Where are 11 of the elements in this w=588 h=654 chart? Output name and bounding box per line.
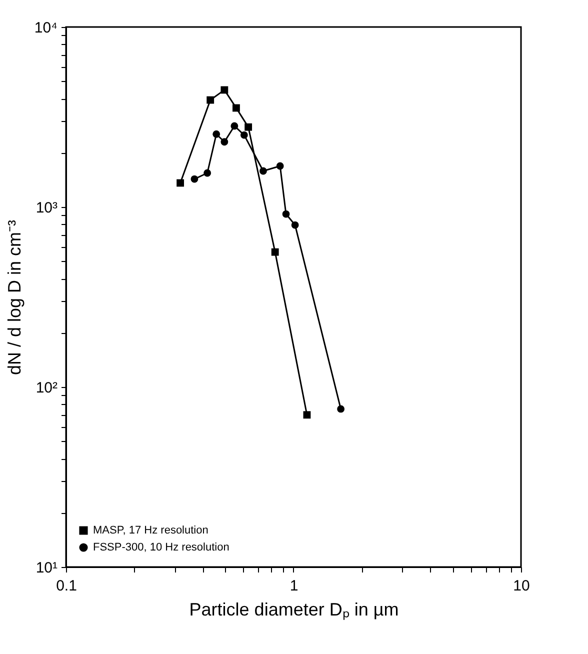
legend-label: MASP, 17 Hz resolution <box>93 524 208 536</box>
x-tick-label: 10 <box>513 578 530 594</box>
y-tick-label: 10² <box>36 380 58 396</box>
x-tick-label: 0.1 <box>56 578 77 594</box>
y-axis-title: dN / d log D in cm⁻³ <box>4 220 24 376</box>
x-axis-title: Particle diameter Dₚ in µm <box>189 600 399 620</box>
legend-label: FSSP-300, 10 Hz resolution <box>93 542 230 554</box>
y-tick-label: 10¹ <box>36 560 58 576</box>
y-tick-label: 10⁴ <box>34 20 58 36</box>
y-tick-label: 10³ <box>36 200 58 216</box>
x-tick-label: 1 <box>290 578 298 594</box>
